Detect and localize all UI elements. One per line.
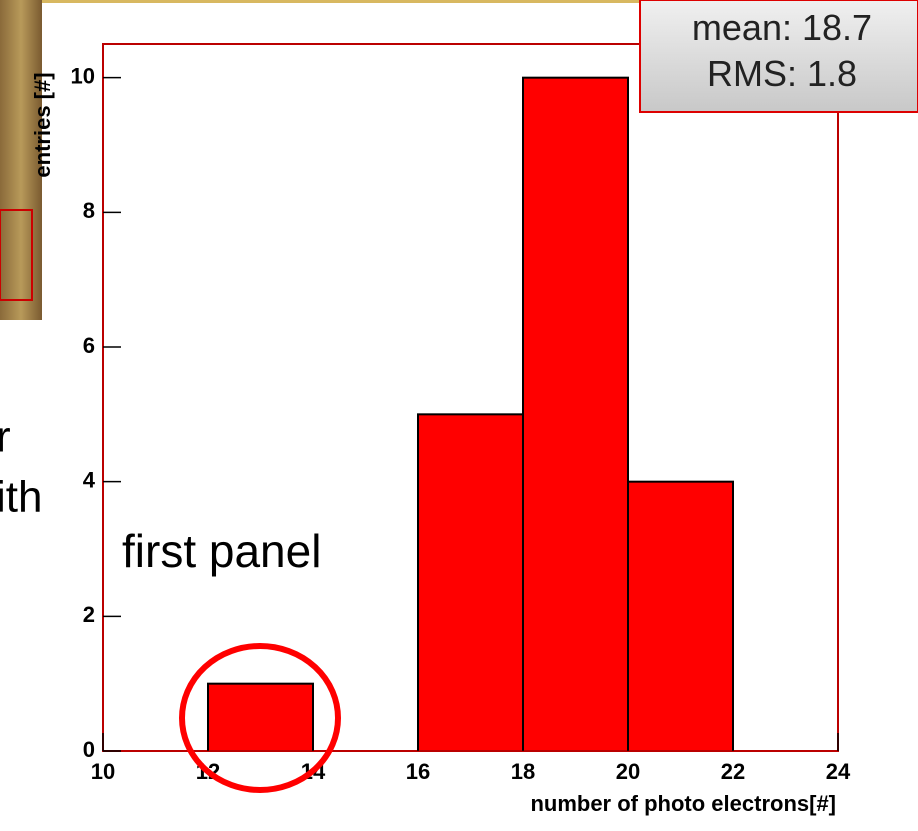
y-tick-label: 6 xyxy=(83,333,95,358)
highlight-circle xyxy=(179,643,341,793)
stats-value: 18.7 xyxy=(802,7,872,48)
stats-value: 1.8 xyxy=(807,53,857,94)
bar xyxy=(627,480,734,752)
x-tick-label: 24 xyxy=(826,759,851,784)
bar xyxy=(522,76,629,752)
y-tick-label: 4 xyxy=(83,467,96,492)
text-fragment: ith xyxy=(0,473,42,522)
plot-frame xyxy=(102,43,839,752)
stats-rms: RMS: 1.8 xyxy=(707,53,857,94)
x-axis-label: number of photo electrons[#] xyxy=(530,791,836,816)
stats-box xyxy=(639,0,918,113)
annotation: first panel xyxy=(122,525,321,577)
x-tick-label: 16 xyxy=(406,759,430,784)
y-axis-label: entries [#] xyxy=(30,72,55,177)
x-tick-label: 18 xyxy=(511,759,535,784)
y-tick-label: 0 xyxy=(83,737,95,762)
stats-label: RMS: xyxy=(707,53,797,94)
text-fragment: r xyxy=(0,413,11,462)
stats-label: mean: xyxy=(692,7,792,48)
slide-border xyxy=(0,0,918,3)
stats-mean: mean: 18.7 xyxy=(692,7,872,48)
y-tick-label: 8 xyxy=(83,198,95,223)
y-tick-label: 2 xyxy=(83,602,95,627)
x-tick-label: 20 xyxy=(616,759,640,784)
photo-fragment xyxy=(0,0,42,320)
x-tick-label: 22 xyxy=(721,759,745,784)
bar xyxy=(417,413,524,752)
x-tick-label: 10 xyxy=(91,759,115,784)
photo-frame xyxy=(0,209,33,301)
bar xyxy=(207,682,314,753)
y-tick-label: 10 xyxy=(71,63,95,88)
